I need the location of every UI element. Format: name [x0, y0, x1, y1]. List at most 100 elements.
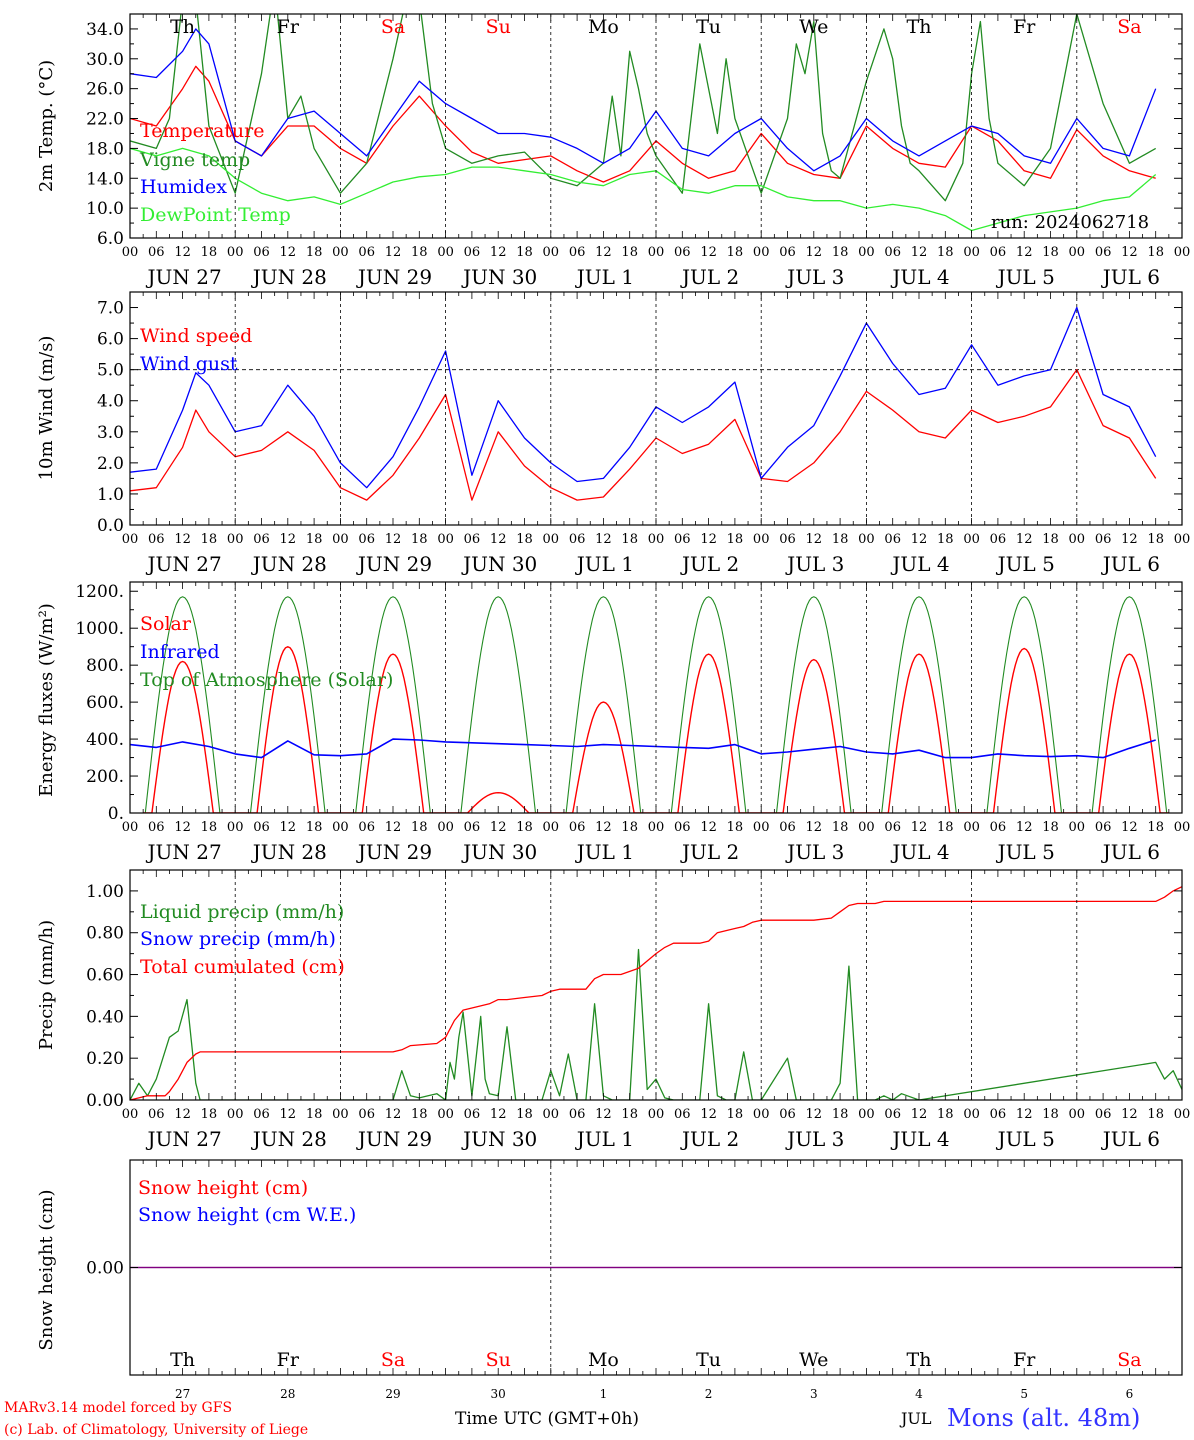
- date-label: JUN 30: [461, 840, 537, 864]
- series-line-solar: [143, 646, 1169, 813]
- hour-tick-label: 06: [358, 1107, 375, 1122]
- day-number-label: 6: [1126, 1387, 1134, 1401]
- hour-tick-label: 00: [437, 245, 454, 260]
- hour-tick-label: 00: [1174, 820, 1191, 835]
- hour-tick-label: 18: [1042, 532, 1059, 547]
- date-label: JUN 28: [251, 1127, 327, 1151]
- day-number-label: 28: [280, 1387, 295, 1401]
- hour-tick-label: 00: [648, 245, 665, 260]
- date-label: JUL 1: [575, 840, 634, 864]
- hour-tick-label: 06: [674, 820, 691, 835]
- hour-tick-label: 00: [437, 532, 454, 547]
- hour-tick-label: 18: [727, 532, 744, 547]
- panel-snow: 0.00 Snow height (cm) Snow height (cm) Snow…: [36, 1159, 1183, 1401]
- hour-tick-label: 06: [884, 532, 901, 547]
- hour-tick-label: 06: [253, 1107, 270, 1122]
- weekday-label: Mo: [588, 16, 619, 38]
- date-label: JUN 30: [461, 1127, 537, 1151]
- y-tick-label: 34.0: [86, 20, 124, 40]
- hour-tick-label: 00: [332, 1107, 349, 1122]
- hour-tick-label: 18: [1147, 1107, 1164, 1122]
- legend-humidex: Humidex: [140, 176, 227, 198]
- hour-tick-label: 00: [753, 245, 770, 260]
- y-tick-label: 0.60: [86, 966, 124, 986]
- weekday-label: Tu: [696, 16, 721, 38]
- hour-tick-label: 06: [148, 820, 165, 835]
- hour-tick-label: 00: [1069, 245, 1086, 260]
- hour-tick-label: 12: [385, 820, 402, 835]
- day-number-label: 2: [705, 1387, 713, 1401]
- legend-temperature: Temperature: [140, 120, 264, 142]
- hour-tick-label: 00: [543, 1107, 560, 1122]
- hour-tick-label: 18: [516, 245, 533, 260]
- legend-liquid-precip-mm-h: Liquid precip (mm/h): [140, 901, 344, 923]
- lab-credit: (c) Lab. of Climatology, University of L…: [4, 1422, 308, 1438]
- hour-tick-label: 12: [1016, 245, 1033, 260]
- hour-tick-label: 18: [621, 820, 638, 835]
- series-line-total-cumulated-cm: [130, 886, 1182, 1100]
- hour-tick-label: 18: [201, 532, 218, 547]
- date-label: JUL 2: [680, 265, 739, 289]
- hour-tick-label: 12: [700, 532, 717, 547]
- hour-tick-label: 12: [911, 820, 928, 835]
- hour-tick-label: 00: [227, 532, 244, 547]
- model-credit: MARv3.14 model forced by GFS: [4, 1400, 232, 1416]
- legend-top-of-atmosphere-solar: Top of Atmosphere (Solar): [140, 669, 393, 691]
- hour-tick-label: 18: [727, 820, 744, 835]
- month-label: JUL: [899, 1409, 932, 1428]
- y-axis-label: Snow height (cm): [36, 1189, 57, 1350]
- hour-tick-label: 12: [280, 245, 297, 260]
- hour-tick-label: 12: [1121, 245, 1138, 260]
- hour-tick-label: 18: [1147, 532, 1164, 547]
- series-line-humidex: [130, 28, 1157, 172]
- hour-tick-label: 18: [937, 820, 954, 835]
- date-label: JUL 1: [575, 265, 634, 289]
- hour-tick-label: 00: [1069, 532, 1086, 547]
- hour-tick-label: 18: [411, 820, 428, 835]
- hour-tick-label: 18: [621, 532, 638, 547]
- hour-tick-label: 18: [937, 1107, 954, 1122]
- hour-tick-label: 12: [385, 1107, 402, 1122]
- hour-tick-label: 18: [1042, 245, 1059, 260]
- date-label: JUL 5: [996, 265, 1055, 289]
- day-number-label: 30: [491, 1387, 506, 1401]
- hour-tick-label: 12: [385, 245, 402, 260]
- hour-tick-label: 06: [464, 1107, 481, 1122]
- y-tick-label: 4.0: [97, 392, 124, 412]
- y-tick-label: 800.: [86, 656, 124, 676]
- hour-tick-label: 18: [937, 245, 954, 260]
- hour-tick-label: 06: [569, 532, 586, 547]
- hour-tick-label: 18: [516, 532, 533, 547]
- weekday-label: Fr: [277, 16, 300, 38]
- hour-tick-label: 00: [753, 820, 770, 835]
- hour-tick-label: 18: [621, 1107, 638, 1122]
- y-tick-label: 6.0: [97, 330, 124, 350]
- day-number-label: 5: [1020, 1387, 1028, 1401]
- hour-tick-label: 18: [1042, 1107, 1059, 1122]
- hour-tick-label: 06: [674, 532, 691, 547]
- legend-snow-precip-mm-h: Snow precip (mm/h): [140, 928, 336, 950]
- legend-vigne-temp: Vigne temp: [139, 149, 250, 171]
- weekday-label: Mo: [588, 1349, 619, 1371]
- date-label: JUL 4: [890, 552, 949, 576]
- hour-tick-label: 12: [490, 1107, 507, 1122]
- day-number-label: 1: [600, 1387, 608, 1401]
- y-tick-label: 400.: [86, 730, 124, 750]
- weekday-label: We: [799, 16, 828, 38]
- date-label: JUL 5: [996, 552, 1055, 576]
- hour-tick-label: 18: [727, 1107, 744, 1122]
- hour-tick-label: 18: [411, 532, 428, 547]
- hour-tick-label: 18: [201, 245, 218, 260]
- hour-tick-label: 12: [490, 820, 507, 835]
- hour-tick-label: 06: [990, 245, 1007, 260]
- hour-tick-label: 18: [937, 532, 954, 547]
- hour-tick-label: 00: [858, 1107, 875, 1122]
- y-tick-label: 1200.: [75, 582, 124, 602]
- hour-tick-label: 00: [753, 532, 770, 547]
- legend-snow-height-cm: Snow height (cm): [138, 1177, 308, 1199]
- hour-tick-label: 06: [779, 245, 796, 260]
- hour-tick-label: 06: [464, 532, 481, 547]
- panel-precip: 0.00 0.20 0.40 0.60 0.80 1.00 Precip (mm/h) Liq…: [36, 869, 1190, 1151]
- hour-tick-label: 06: [464, 245, 481, 260]
